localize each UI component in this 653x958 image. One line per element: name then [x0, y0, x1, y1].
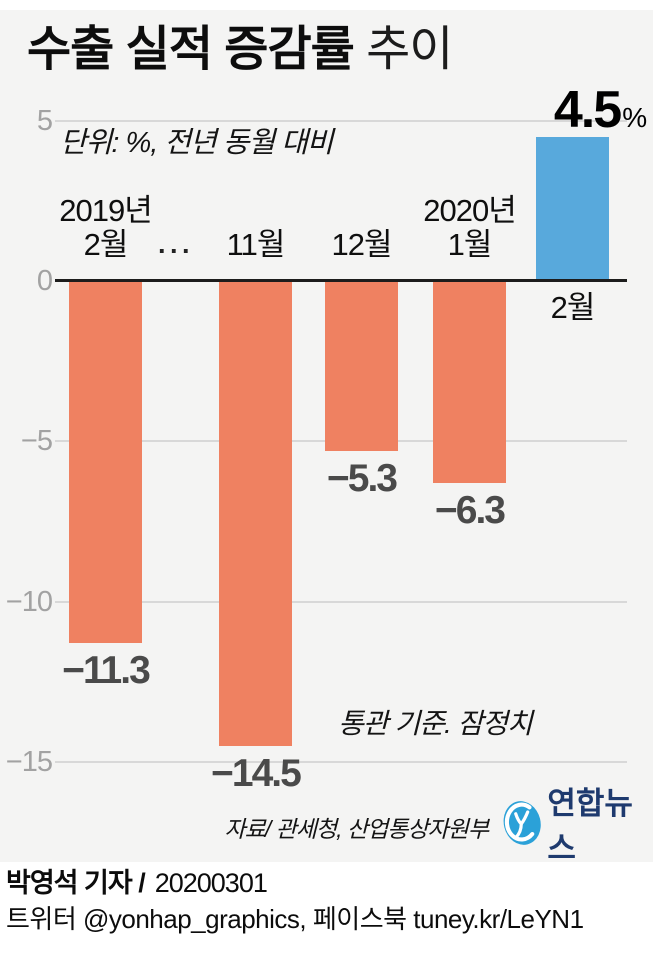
category-label-2019년 11월: 11월	[226, 227, 286, 262]
reporter-name: 박영석 기자 /	[6, 868, 146, 898]
page-title-light: 추이	[353, 23, 453, 76]
bar-2019년 2월	[69, 281, 142, 643]
plot-area: 5 0 −5 −10 −15 2019년 2월 −11.3 11월 −14.5 12월 −5.3 202…	[5, 84, 653, 795]
bar-2020년 1월	[433, 281, 506, 483]
gridline-5	[55, 120, 627, 122]
bar-2020년 2월	[536, 137, 609, 281]
x-axis-zero-line	[55, 279, 627, 282]
value-label-2020년 1월: −6.3	[435, 489, 506, 532]
yonhap-swirl-icon	[503, 801, 541, 845]
category-label-2019년 2월: 2월	[83, 227, 129, 262]
byline: 박영석 기자 / 20200301	[6, 866, 268, 900]
ellipsis-gap: ···	[158, 236, 194, 266]
gridline--10	[55, 601, 627, 603]
value-label-2019년 2월: −11.3	[62, 649, 151, 692]
y-tick-label--10: −10	[5, 586, 53, 618]
y-tick-label-0: 0	[36, 265, 53, 297]
page-title: 수출 실적 증감률 추이	[27, 22, 453, 78]
gridline--15	[55, 761, 627, 763]
year-label-2019년: 2019년	[59, 193, 152, 228]
source-note: 자료/ 관세청, 산업통상자원부	[224, 816, 489, 842]
bar-2019년 11월	[219, 281, 292, 746]
yonhap-logo: 연합뉴스	[502, 786, 652, 866]
category-label-2020년 1월: 1월	[447, 227, 493, 262]
year-label-2020년: 2020년	[423, 193, 516, 228]
byline-date: 20200301	[154, 868, 268, 898]
y-tick-label--15: −15	[5, 746, 53, 778]
bar-2019년 12월	[325, 281, 398, 451]
value-label-2020년 2월: 4.5%	[531, 84, 653, 136]
social-links: 트위터 @yonhap_graphics, 페이스북 tuney.kr/LeYN…	[6, 904, 584, 934]
unit-note: 단위: %, 전년 동월 대비	[60, 127, 334, 159]
big-value-percent: %	[622, 102, 648, 133]
chart-note: 통관 기준. 잠정치	[338, 708, 533, 739]
value-label-2019년 11월: −14.5	[211, 752, 302, 795]
page-title-strong: 수출 실적 증감률	[27, 23, 355, 76]
logo-text: 연합뉴스	[547, 786, 633, 866]
y-tick-label-5: 5	[36, 105, 53, 137]
big-value-number: 4.5	[553, 81, 622, 139]
y-tick-label--5: −5	[20, 425, 53, 457]
category-label-2020년 2월: 2월	[550, 290, 596, 325]
value-label-2019년 12월: −5.3	[327, 457, 398, 500]
category-label-2019년 12월: 12월	[331, 227, 392, 262]
